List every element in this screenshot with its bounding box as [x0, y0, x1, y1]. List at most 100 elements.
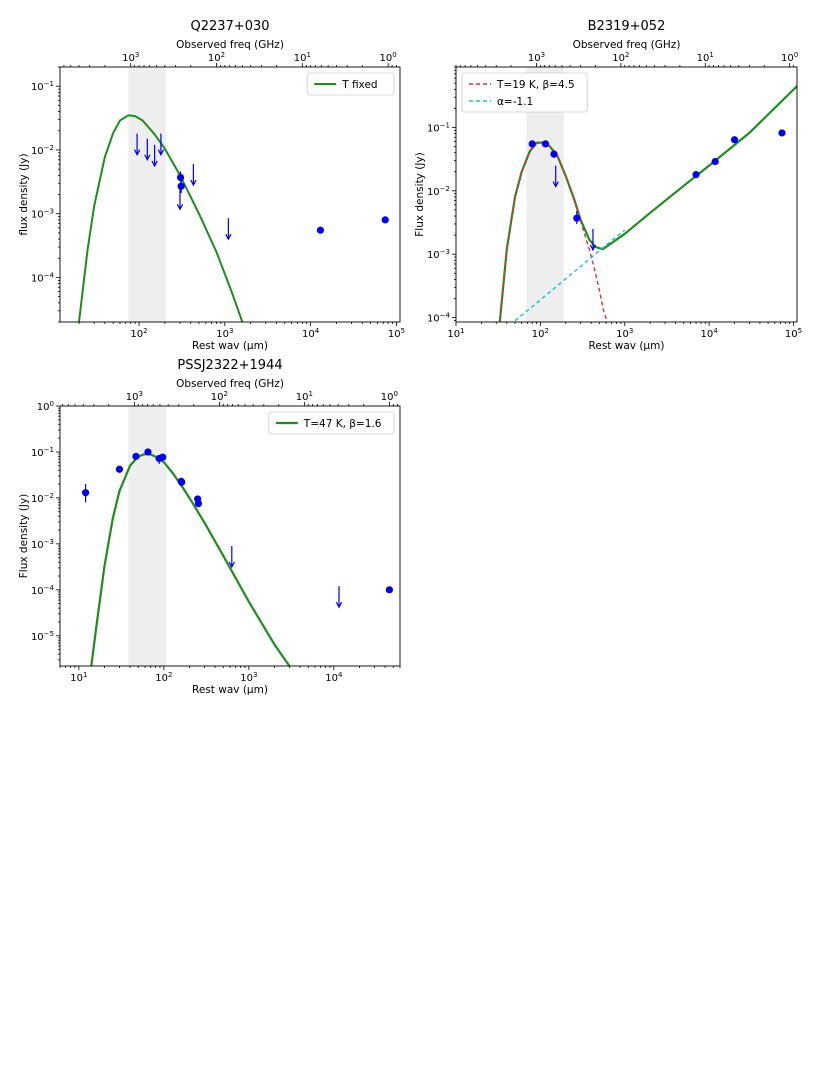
top-tick-label: 102 — [208, 51, 225, 64]
top-tick-label: 100 — [381, 390, 398, 403]
data-point — [692, 171, 700, 179]
top-tick-label: 103 — [126, 390, 143, 403]
top-tick-label: 101 — [294, 51, 311, 64]
legend: T=47 K, β=1.6 — [268, 411, 395, 435]
x-tick-label: 105 — [388, 327, 405, 340]
top-tick-label: 101 — [697, 51, 714, 64]
y-axis-label: Flux density (Jy) — [18, 494, 30, 579]
top-axis-label: Observed freq (GHz) — [176, 39, 284, 51]
data-point — [381, 216, 389, 224]
upper-limit-arrowhead — [225, 233, 232, 241]
upper-limit-arrowhead — [552, 181, 559, 188]
y-tick-label: 10−2 — [427, 185, 450, 198]
data-point — [711, 157, 719, 166]
x-axis-label: Rest wav (μm) — [192, 684, 268, 696]
plot-frame — [59, 405, 401, 667]
data-point — [316, 226, 325, 234]
y-tick-label: 10−2 — [31, 492, 54, 505]
y-tick-label: 10−4 — [31, 584, 55, 597]
x-tick-label: 103 — [240, 671, 257, 684]
data-point — [528, 140, 536, 148]
x-tick-label: 103 — [616, 327, 633, 340]
top-axis-label: Observed freq (GHz) — [573, 39, 681, 51]
x-tick-label: 105 — [785, 327, 802, 340]
x-tick-label: 101 — [447, 327, 464, 340]
data-point — [177, 182, 185, 190]
top-tick-label: 100 — [781, 51, 798, 64]
legend-box — [461, 72, 588, 113]
data-point — [194, 500, 203, 508]
top-axis-label: Observed freq (GHz) — [176, 378, 284, 390]
upper-limit-arrowhead — [151, 160, 158, 168]
legend: T fixed — [306, 72, 395, 96]
plot-frame — [59, 66, 401, 323]
top-tick-label: 103 — [528, 51, 545, 64]
data-point — [144, 448, 152, 456]
legend-label: T fixed — [341, 79, 377, 91]
y-tick-label: 10−3 — [31, 538, 54, 551]
y-tick-label: 10−3 — [31, 208, 54, 221]
legend-box — [306, 72, 395, 96]
x-tick-label: 104 — [325, 671, 343, 684]
x-tick-label: 102 — [532, 327, 549, 340]
x-axis-label: Rest wav (μm) — [589, 340, 665, 352]
y-tick-label: 10−1 — [31, 446, 54, 459]
series-line-1 — [78, 114, 244, 322]
legend: T=19 K, β=4.5 α=-1.1 — [461, 72, 588, 113]
upper-limit-arrowhead — [144, 154, 151, 162]
legend-label: T=47 K, β=1.6 — [303, 418, 382, 430]
x-axis-label: Rest wav (μm) — [192, 340, 268, 352]
series-line-2 — [499, 141, 608, 322]
data-point — [541, 140, 550, 148]
data-point — [81, 489, 90, 497]
series-line-3 — [514, 229, 626, 322]
panel-title: B2319+052 — [588, 19, 666, 34]
data-point — [115, 465, 124, 473]
data-point — [730, 136, 739, 144]
panel-title: PSSJ2322+1944 — [177, 358, 282, 373]
y-tick-label: 100 — [37, 400, 54, 413]
legend-box — [268, 411, 395, 435]
top-tick-label: 103 — [122, 51, 139, 64]
upper-limit-arrowhead — [157, 149, 165, 156]
plot-area — [78, 114, 389, 322]
x-tick-label: 103 — [216, 327, 233, 340]
data-point — [178, 478, 186, 486]
top-tick-label: 101 — [296, 390, 313, 403]
y-tick-label: 10−3 — [427, 248, 450, 261]
shaded-band — [128, 67, 166, 322]
y-tick-label: 10−2 — [31, 144, 54, 157]
data-point — [573, 214, 581, 222]
y-tick-label: 10−1 — [427, 121, 450, 134]
panel-b2319: 101 102 103 104 105 10−1 10−2 10−3 10−4 103 102 101… — [414, 19, 802, 352]
upper-limit-arrowhead — [228, 561, 235, 569]
panel-title: Q2237+030 — [190, 19, 269, 34]
y-axis-label: Flux density (Jy) — [414, 152, 426, 237]
x-tick-label: 101 — [70, 671, 87, 684]
data-point — [550, 150, 558, 158]
legend-label: α=-1.1 — [497, 96, 533, 108]
y-tick-label: 10−4 — [427, 312, 451, 325]
panel-q2237: 102 103 104 105 10−1 10−2 10−3 10−4 103 102 101 100… — [18, 19, 405, 352]
upper-limit-arrowhead — [190, 179, 197, 187]
data-point — [778, 129, 786, 137]
series-line-1 — [90, 453, 291, 666]
data-point — [159, 453, 167, 461]
top-tick-label: 102 — [612, 51, 629, 64]
upper-limit-arrowhead — [589, 244, 597, 252]
x-tick-label: 104 — [302, 327, 320, 340]
plot-area — [498, 85, 797, 322]
upper-limit-arrowhead — [335, 601, 343, 609]
y-tick-label: 10−5 — [31, 630, 54, 643]
upper-limit-arrowhead — [133, 149, 141, 156]
data-point — [132, 452, 140, 461]
data-point — [176, 173, 185, 182]
y-tick-label: 10−4 — [31, 271, 55, 284]
plot-frame — [455, 66, 798, 323]
x-tick-label: 104 — [701, 327, 719, 340]
x-tick-label: 102 — [130, 327, 147, 340]
y-axis-label: flux density (Jy) — [18, 153, 30, 235]
y-tick-label: 10−1 — [31, 80, 54, 93]
legend-label: T=19 K, β=4.5 — [496, 79, 575, 91]
